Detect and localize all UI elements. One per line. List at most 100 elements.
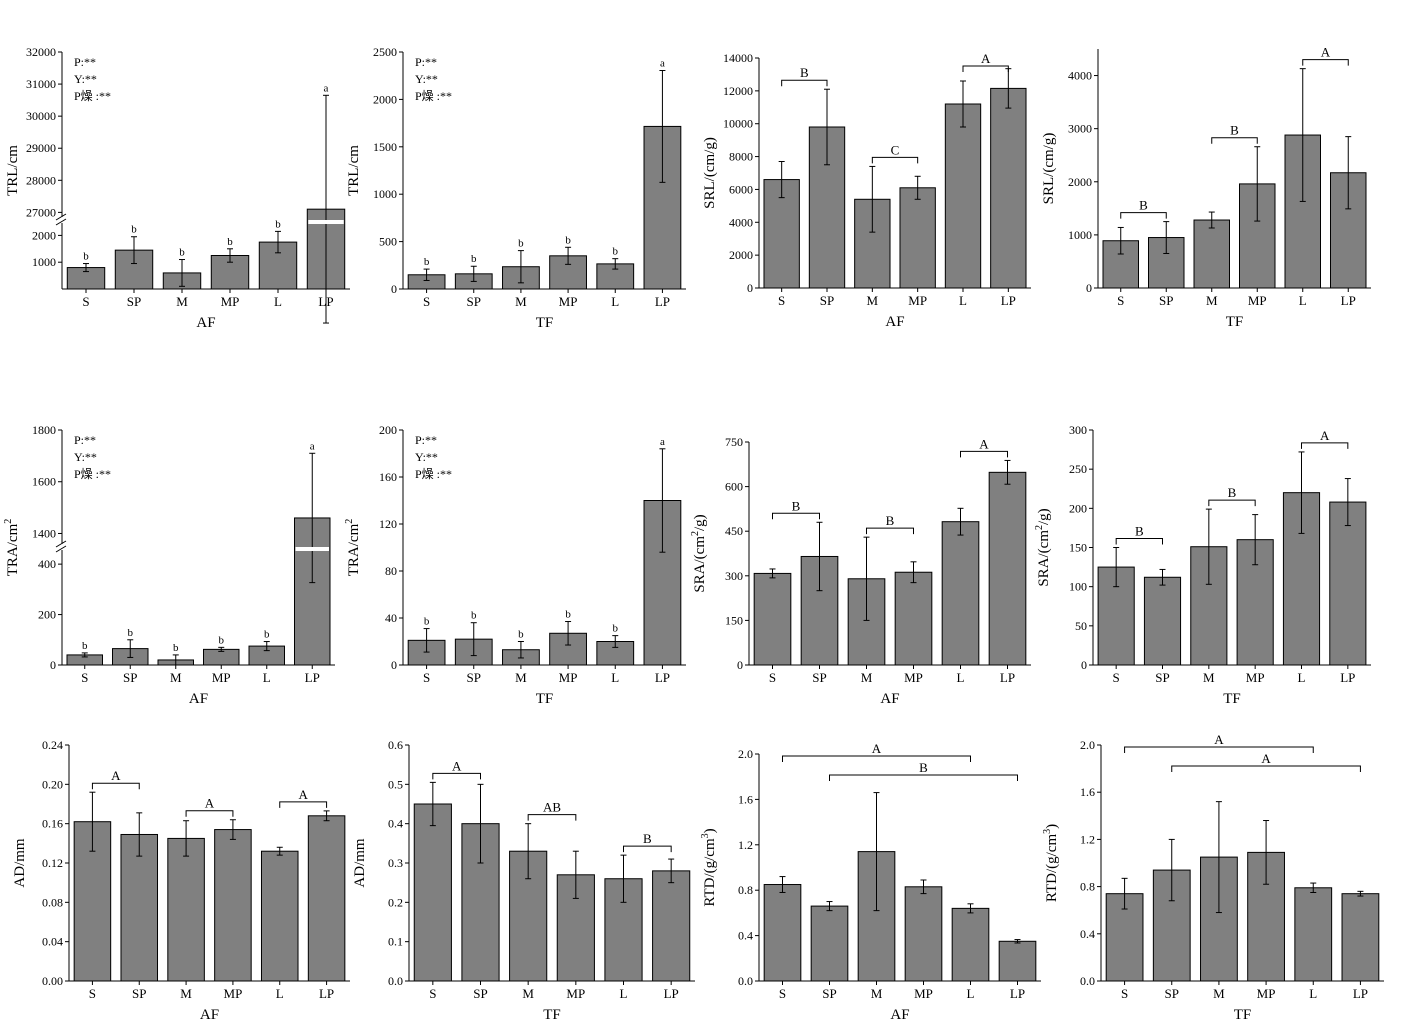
group-letter: B bbox=[1228, 485, 1237, 500]
x-tick-label: SP bbox=[1155, 670, 1169, 685]
group-letter: A bbox=[979, 436, 989, 451]
significance-letter: b bbox=[128, 627, 134, 639]
significance-bracket bbox=[782, 755, 971, 762]
y-tick-label: 1800 bbox=[32, 423, 56, 437]
x-axis-label: AF bbox=[189, 691, 208, 707]
y-tick-label: 2000 bbox=[729, 248, 753, 262]
y-tick-label: 29000 bbox=[26, 141, 56, 155]
significance-letter: a bbox=[310, 440, 315, 452]
y-tick-label: 600 bbox=[725, 480, 743, 494]
y-tick-label: 300 bbox=[725, 569, 743, 583]
y-tick-label: 2.0 bbox=[738, 747, 753, 761]
y-axis-label: RTD/(g/cm3) bbox=[700, 828, 718, 906]
y-tick-label: 28000 bbox=[26, 173, 56, 187]
x-tick-label: M bbox=[180, 986, 192, 1001]
bar bbox=[810, 905, 849, 982]
y-tick-label: 200 bbox=[379, 423, 397, 437]
group-letter: A bbox=[1214, 732, 1224, 747]
y-tick-label: 0 bbox=[391, 282, 397, 296]
x-tick-label: LP bbox=[319, 986, 334, 1001]
y-axis-label: TRL/cm bbox=[346, 145, 362, 196]
x-tick-label: S bbox=[779, 986, 786, 1001]
x-axis-label: TF bbox=[1226, 314, 1244, 330]
significance-bracket bbox=[829, 774, 1018, 781]
y-tick-label: 4000 bbox=[729, 215, 753, 229]
x-tick-label: SP bbox=[473, 986, 487, 1001]
y-tick-label: 12000 bbox=[723, 84, 753, 98]
y-tick-label: 0 bbox=[1086, 281, 1092, 295]
x-tick-label: SP bbox=[1165, 986, 1179, 1001]
significance-bracket bbox=[1171, 765, 1361, 772]
y-axis-label-part: SRA/(cm bbox=[692, 536, 708, 593]
y-tick-label: 0 bbox=[747, 281, 753, 295]
y-tick-label: 0.8 bbox=[1080, 880, 1095, 894]
x-tick-label: LP bbox=[318, 294, 333, 309]
stat-annotation: P:** bbox=[415, 433, 437, 447]
stat-annotation: P:** bbox=[74, 55, 96, 69]
axis-break-mark bbox=[55, 218, 67, 226]
axis-break-mark bbox=[55, 540, 67, 548]
bar-break-band bbox=[295, 547, 329, 551]
x-tick-label: MP bbox=[904, 670, 923, 685]
significance-bracket bbox=[185, 810, 234, 817]
axis-break-mark bbox=[55, 545, 67, 553]
x-axis-label: AF bbox=[885, 314, 904, 330]
y-tick-label: 500 bbox=[379, 235, 397, 249]
bar bbox=[307, 815, 346, 982]
significance-letter: b bbox=[471, 253, 477, 265]
y-tick-label: 10000 bbox=[723, 117, 753, 131]
bar bbox=[899, 187, 936, 289]
x-tick-label: SP bbox=[127, 294, 141, 309]
x-tick-label: S bbox=[423, 294, 430, 309]
x-tick-label: S bbox=[1113, 670, 1120, 685]
chart-p4: 0 1000 2000 3000 4000 S SP M MP L LP TF SRL/(cm/g) B B… bbox=[1041, 45, 1371, 330]
y-axis-label: TRA/cm2 bbox=[3, 519, 21, 577]
significance-bracket bbox=[772, 512, 820, 520]
y-tick-label: 1000 bbox=[373, 187, 397, 201]
y-tick-label: 80 bbox=[385, 564, 397, 578]
significance-letter: b bbox=[83, 251, 89, 263]
y-axis-label: SRL/(cm/g) bbox=[702, 137, 718, 209]
group-letter: C bbox=[891, 142, 900, 157]
x-tick-label: S bbox=[1121, 986, 1128, 1001]
x-tick-label: S bbox=[429, 986, 436, 1001]
y-tick-label: 1600 bbox=[32, 475, 56, 489]
significance-letter: b bbox=[424, 616, 430, 628]
group-letter: A bbox=[298, 787, 308, 802]
significance-bracket bbox=[1120, 212, 1167, 219]
significance-bracket bbox=[1115, 538, 1163, 545]
y-tick-label: 1400 bbox=[32, 526, 56, 540]
bar bbox=[904, 886, 943, 982]
x-tick-label: MP bbox=[559, 670, 578, 685]
y-tick-label: 0.04 bbox=[42, 935, 63, 949]
stat-annotation: P:** bbox=[415, 55, 437, 69]
significance-bracket bbox=[1211, 137, 1258, 144]
significance-letter: a bbox=[660, 436, 665, 448]
y-axis-label-sup: 2 bbox=[1034, 525, 1045, 530]
group-letter: B bbox=[643, 831, 652, 846]
x-tick-label: M bbox=[867, 293, 879, 308]
x-tick-label: MP bbox=[224, 986, 243, 1001]
significance-bracket bbox=[781, 79, 828, 87]
y-tick-label: 14000 bbox=[723, 51, 753, 65]
y-axis-label: AD/mm bbox=[352, 838, 368, 888]
x-tick-label: LP bbox=[655, 294, 670, 309]
x-tick-label: L bbox=[957, 670, 965, 685]
significance-letter: b bbox=[275, 218, 281, 230]
x-tick-label: SP bbox=[467, 294, 481, 309]
x-tick-label: M bbox=[1213, 986, 1225, 1001]
stat-annotation: P燥 :** bbox=[74, 89, 111, 103]
group-letter: A bbox=[111, 768, 121, 783]
bar bbox=[951, 907, 990, 982]
stat-annotation: Y:** bbox=[415, 450, 438, 464]
x-tick-label: SP bbox=[812, 670, 826, 685]
axis-break-gap bbox=[56, 544, 68, 550]
chart-p12: 0.0 0.4 0.8 1.2 1.6 2.0 S SP M MP L LP TF RTD/(g/cm3)… bbox=[1042, 732, 1384, 1023]
x-tick-label: S bbox=[81, 670, 88, 685]
x-tick-label: SP bbox=[467, 670, 481, 685]
x-axis-label: AF bbox=[200, 1007, 219, 1023]
y-tick-label: 32000 bbox=[26, 45, 56, 59]
x-axis-label: TF bbox=[536, 315, 554, 331]
x-tick-label: MP bbox=[559, 294, 578, 309]
significance-bracket bbox=[432, 772, 481, 780]
